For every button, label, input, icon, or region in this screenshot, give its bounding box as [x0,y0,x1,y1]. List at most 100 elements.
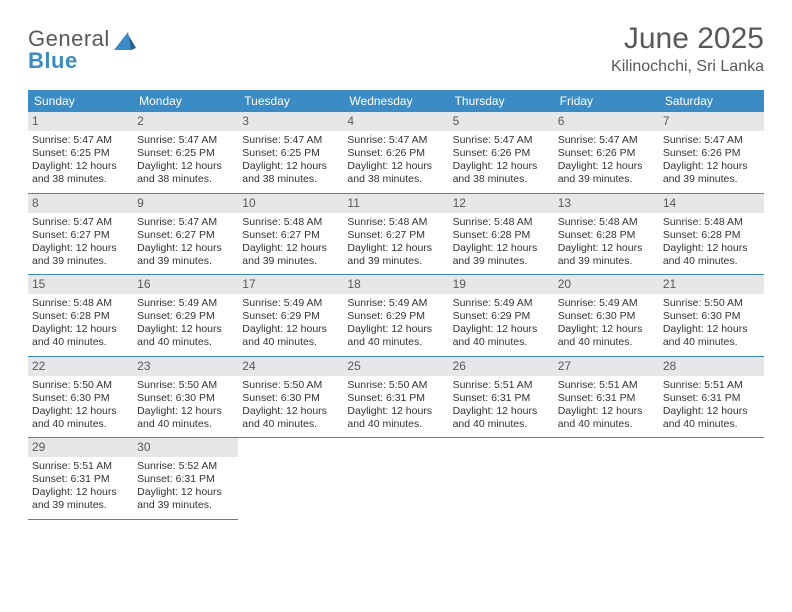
sunset: Sunset: 6:29 PM [453,310,550,323]
day-info: Sunrise: 5:52 AMSunset: 6:31 PMDaylight:… [137,460,234,513]
daylight: Daylight: 12 hours and 38 minutes. [242,160,339,186]
day-cell: 18 Sunrise: 5:49 AMSunset: 6:29 PMDayligh… [343,275,448,357]
sunset: Sunset: 6:28 PM [663,229,760,242]
sunrise: Sunrise: 5:48 AM [347,216,444,229]
day-number: 26 [449,357,554,376]
day-number: 2 [133,112,238,131]
day-cell [554,438,659,520]
day-number: 17 [238,275,343,294]
day-number: 1 [28,112,133,131]
day-cell: 2Sunrise: 5:47 AMSunset: 6:25 PMDaylight… [133,112,238,194]
sunset: Sunset: 6:31 PM [32,473,129,486]
day-number: 18 [343,275,448,294]
sunrise: Sunrise: 5:51 AM [663,379,760,392]
day-cell: 16Sunrise: 5:49 AMSunset: 6:29 PMDayligh… [133,275,238,357]
day-info: Sunrise: 5:49 AMSunset: 6:29 PMDaylight:… [347,297,444,350]
day-cell: 17Sunrise: 5:49 AMSunset: 6:29 PMDayligh… [238,275,343,357]
sunrise: Sunrise: 5:47 AM [453,134,550,147]
sunrise: Sunrise: 5:51 AM [558,379,655,392]
sunset: Sunset: 6:27 PM [347,229,444,242]
sunrise: Sunrise: 5:50 AM [663,297,760,310]
day-number: 8 [28,194,133,213]
sunset: Sunset: 6:25 PM [242,147,339,160]
day-number: 15 [28,275,133,294]
day-number: 30 [133,438,238,457]
day-number: 20 [554,275,659,294]
day-number: 9 [133,194,238,213]
day-cell: 4Sunrise: 5:47 AMSunset: 6:26 PMDaylight… [343,112,448,194]
sunrise: Sunrise: 5:47 AM [663,134,760,147]
day-info: Sunrise: 5:50 AMSunset: 6:30 PMDaylight:… [137,379,234,432]
sunset: Sunset: 6:25 PM [32,147,129,160]
calendar-header-cell: Saturday [659,90,764,112]
daylight: Daylight: 12 hours and 39 minutes. [347,242,444,268]
day-number: 29 [28,438,133,457]
daylight: Daylight: 12 hours and 40 minutes. [558,405,655,431]
daylight: Daylight: 12 hours and 40 minutes. [663,242,760,268]
sunrise: Sunrise: 5:49 AM [242,297,339,310]
sunrise: Sunrise: 5:49 AM [453,297,550,310]
day-cell: 30 Sunrise: 5:52 AMSunset: 6:31 PMDayligh… [133,438,238,520]
day-info: Sunrise: 5:47 AMSunset: 6:27 PMDaylight:… [137,216,234,269]
day-number: 13 [554,194,659,213]
daylight: Daylight: 12 hours and 38 minutes. [137,160,234,186]
daylight: Daylight: 12 hours and 39 minutes. [453,242,550,268]
day-info: Sunrise: 5:47 AMSunset: 6:25 PMDaylight:… [32,134,129,187]
sunrise: Sunrise: 5:51 AM [453,379,550,392]
day-info: Sunrise: 5:49 AMSunset: 6:29 PMDaylight:… [453,297,550,350]
day-cell: 21 Sunrise: 5:50 AMSunset: 6:30 PMDayligh… [659,275,764,357]
day-cell [238,438,343,520]
calendar-header-cell: Tuesday [238,90,343,112]
day-info: Sunrise: 5:47 AMSunset: 6:26 PMDaylight:… [558,134,655,187]
sunset: Sunset: 6:26 PM [558,147,655,160]
day-number: 10 [238,194,343,213]
sunset: Sunset: 6:26 PM [453,147,550,160]
day-number: 24 [238,357,343,376]
sunrise: Sunrise: 5:47 AM [347,134,444,147]
day-info: Sunrise: 5:48 AMSunset: 6:28 PMDaylight:… [453,216,550,269]
sunrise: Sunrise: 5:52 AM [137,460,234,473]
sunset: Sunset: 6:27 PM [32,229,129,242]
day-info: Sunrise: 5:48 AMSunset: 6:27 PMDaylight:… [242,216,339,269]
day-number: 4 [343,112,448,131]
daylight: Daylight: 12 hours and 40 minutes. [347,323,444,349]
sunset: Sunset: 6:25 PM [137,147,234,160]
sail-icon [114,32,138,52]
day-info: Sunrise: 5:51 AMSunset: 6:31 PMDaylight:… [32,460,129,513]
day-info: Sunrise: 5:50 AMSunset: 6:30 PMDaylight:… [32,379,129,432]
day-info: Sunrise: 5:50 AMSunset: 6:30 PMDaylight:… [242,379,339,432]
day-cell: 15Sunrise: 5:48 AMSunset: 6:28 PMDayligh… [28,275,133,357]
sunrise: Sunrise: 5:50 AM [347,379,444,392]
sunset: Sunset: 6:31 PM [663,392,760,405]
logo-brand2: Blue [28,48,78,73]
day-number: 3 [238,112,343,131]
sunset: Sunset: 6:29 PM [137,310,234,323]
day-number: 21 [659,275,764,294]
day-cell: 25Sunrise: 5:50 AMSunset: 6:31 PMDayligh… [343,357,448,439]
page: General Blue June 2025 Kilinochchi, Sri … [0,0,792,542]
sunrise: Sunrise: 5:48 AM [663,216,760,229]
daylight: Daylight: 12 hours and 38 minutes. [453,160,550,186]
day-number: 19 [449,275,554,294]
day-cell: 27Sunrise: 5:51 AMSunset: 6:31 PMDayligh… [554,357,659,439]
daylight: Daylight: 12 hours and 40 minutes. [32,323,129,349]
day-cell: 19 Sunrise: 5:49 AMSunset: 6:29 PMDayligh… [449,275,554,357]
sunset: Sunset: 6:31 PM [453,392,550,405]
day-cell: 6Sunrise: 5:47 AMSunset: 6:26 PMDaylight… [554,112,659,194]
day-cell: 20Sunrise: 5:49 AMSunset: 6:30 PMDayligh… [554,275,659,357]
sunrise: Sunrise: 5:50 AM [242,379,339,392]
day-cell: 7Sunrise: 5:47 AMSunset: 6:26 PMDaylight… [659,112,764,194]
daylight: Daylight: 12 hours and 40 minutes. [663,323,760,349]
day-cell: 28Sunrise: 5:51 AMSunset: 6:31 PMDayligh… [659,357,764,439]
day-cell: 26Sunrise: 5:51 AMSunset: 6:31 PMDayligh… [449,357,554,439]
daylight: Daylight: 12 hours and 40 minutes. [347,405,444,431]
day-number: 23 [133,357,238,376]
header: General Blue June 2025 Kilinochchi, Sri … [28,22,764,76]
sunset: Sunset: 6:30 PM [32,392,129,405]
sunset: Sunset: 6:30 PM [663,310,760,323]
day-info: Sunrise: 5:48 AMSunset: 6:28 PMDaylight:… [663,216,760,269]
day-number: 22 [28,357,133,376]
sunset: Sunset: 6:27 PM [137,229,234,242]
sunrise: Sunrise: 5:47 AM [137,216,234,229]
day-info: Sunrise: 5:47 AMSunset: 6:26 PMDaylight:… [663,134,760,187]
